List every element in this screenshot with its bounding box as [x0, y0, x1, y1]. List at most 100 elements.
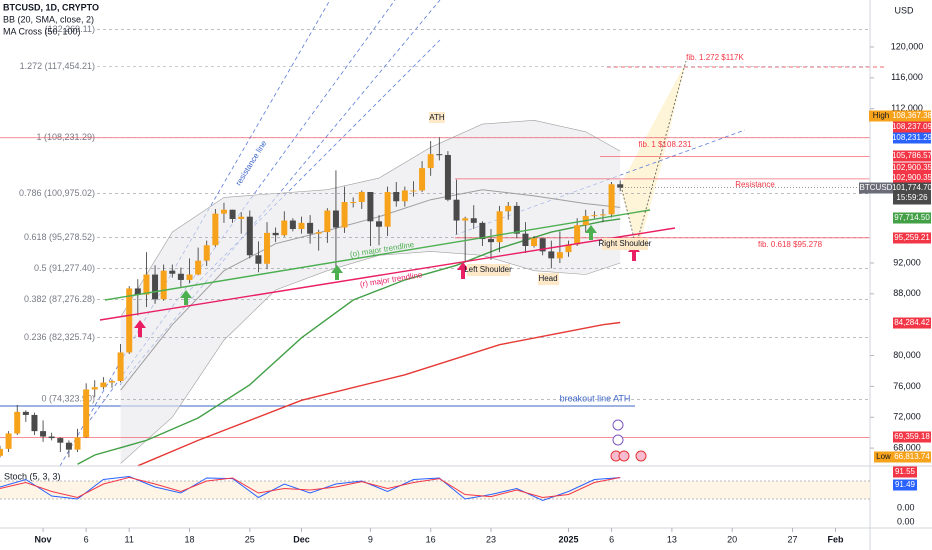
y-tick-label: 116,000: [891, 72, 923, 82]
candle-body: [289, 220, 296, 230]
candle-body: [393, 192, 400, 202]
candle-body: [91, 387, 98, 390]
candle-body: [505, 205, 512, 212]
candle-body: [57, 438, 64, 443]
head-label: Head: [538, 274, 557, 283]
breakout-label: breakout line ATH: [560, 393, 631, 403]
candle-body: [574, 225, 581, 245]
x-tick-label: 6: [609, 534, 614, 544]
x-tick-label: 13: [667, 534, 677, 544]
candle-body: [367, 192, 374, 222]
event-icon[interactable]: [612, 419, 624, 431]
candle-body: [152, 274, 159, 300]
candle-body: [40, 431, 47, 437]
stoch-axis-label: 0.00: [897, 516, 915, 526]
x-tick-label: 16: [426, 534, 436, 544]
candle-body: [5, 433, 12, 449]
candle-body: [548, 251, 555, 259]
label-bg: [429, 112, 445, 123]
x-tick-label: 25: [245, 534, 255, 544]
stoch-line: [0, 475, 621, 502]
price-tag-box: [893, 162, 931, 174]
candle-body: [255, 255, 262, 264]
candle-body: [246, 216, 253, 256]
candle-body: [31, 414, 38, 432]
y-tick-label: 80,000: [893, 350, 921, 360]
candle-body: [350, 202, 357, 204]
fib-label: 0 (74,323.90): [41, 394, 95, 404]
price-tag-name-box: [859, 182, 893, 194]
right-shoulder-label: Right Shoulder: [599, 239, 652, 248]
y-tick-label: 112,000: [891, 103, 923, 113]
candle-body: [591, 215, 598, 217]
candle-body: [307, 222, 314, 234]
candle-body: [444, 154, 451, 200]
event-icon[interactable]: [635, 450, 647, 462]
candle-body: [436, 154, 443, 156]
candle-body: [229, 209, 236, 219]
price-tag-box: [893, 132, 931, 144]
stoch-band: [0, 481, 870, 499]
arrow-up: [331, 265, 343, 280]
price-tag-box: [893, 182, 931, 205]
candle-body: [264, 232, 271, 264]
fib-1-label: fib. 1 $108.231: [639, 140, 692, 149]
y-tick-label: 120,000: [891, 41, 924, 51]
event-icon[interactable]: [612, 434, 624, 446]
candle-body: [332, 210, 339, 228]
price-tag-name-box: [874, 451, 893, 463]
price-tag-value: 97,714.50: [894, 213, 930, 222]
price-tag-value: 66,813.74: [894, 452, 930, 461]
candle-body: [608, 184, 615, 215]
currency: USD: [894, 5, 914, 15]
stoch-tag: 91.55: [895, 467, 916, 476]
x-tick-label: 11: [125, 534, 134, 544]
candle-body: [83, 389, 90, 438]
candle-body: [212, 213, 219, 246]
candle-body: [617, 184, 624, 188]
candle-body: [324, 210, 331, 233]
x-tick-label: 18: [184, 534, 194, 544]
price-tag-name: High: [873, 111, 889, 120]
x-tick-label: 20: [727, 534, 737, 544]
candle-body: [539, 238, 546, 252]
indicator-legend: BB (20, SMA, close, 2): [3, 14, 94, 24]
price-tag-value: 102,900.35: [892, 173, 932, 182]
candle-body: [462, 218, 469, 221]
price-tag-value: 108,237.09: [892, 122, 932, 131]
green-arrows: [180, 225, 597, 305]
candle-body: [126, 288, 133, 353]
price-tag-box: [893, 121, 931, 133]
event-icon[interactable]: [618, 450, 630, 462]
candle-body: [419, 168, 426, 191]
price-tag: 102,900.35: [892, 162, 932, 174]
candle-body: [556, 252, 563, 259]
price-tag-value: 108,231.29: [892, 133, 932, 142]
candle-body: [599, 214, 606, 216]
candle-body: [186, 274, 193, 280]
fib-label: 0.5 (91,277.40): [34, 263, 95, 273]
candle-body: [479, 222, 486, 240]
y-tick-label: 92,000: [893, 257, 921, 267]
price-tag: 108,237.09: [892, 121, 932, 133]
price-tag-name: BTCUSD: [860, 183, 893, 192]
candle-body: [48, 436, 55, 439]
price-tag-name-box: [869, 110, 893, 122]
price-tag-box: [893, 232, 931, 244]
candle-body: [376, 221, 383, 227]
candle-body: [74, 437, 81, 450]
price-tag: 84,284.42: [893, 317, 931, 329]
price-tag: 102,900.35: [892, 172, 932, 184]
candle-body: [496, 211, 503, 243]
price-tag-value: 69,359.18: [894, 432, 930, 441]
candle-body: [14, 411, 21, 434]
candle-body: [522, 233, 529, 246]
price-tag-value: 102,900.35: [892, 163, 932, 172]
candle-body: [65, 442, 72, 450]
fib-label: 1.272 (117,454.21): [20, 61, 95, 71]
price-tag: 105,786.57: [892, 150, 932, 162]
left-shoulder-label: Left Shoulder: [464, 265, 512, 274]
